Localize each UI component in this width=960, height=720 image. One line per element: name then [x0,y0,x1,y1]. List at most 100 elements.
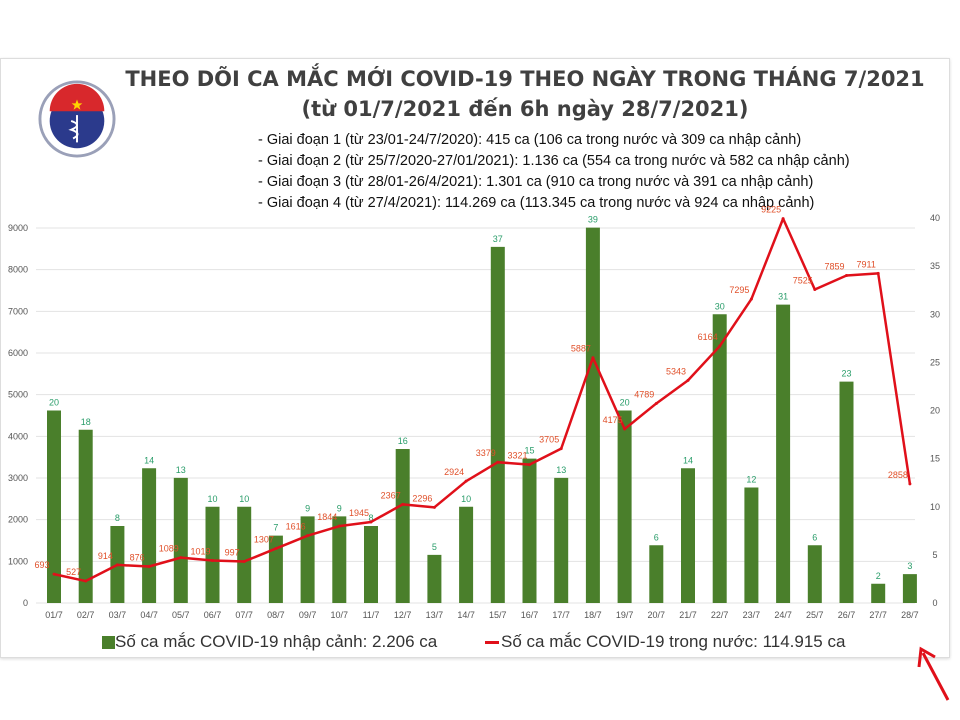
x-axis-tick-label: 16/7 [521,610,539,620]
right-axis-tick-label: 25 [930,357,940,367]
line-data-label: 2924 [444,467,464,477]
bar-data-label: 10 [461,494,471,504]
x-axis-tick-label: 22/7 [711,610,729,620]
line-data-label: 1019 [190,547,210,557]
bar-imported [459,506,474,603]
line-point [718,344,722,348]
left-axis-tick-label: 0 [23,598,28,608]
x-axis-tick-label: 12/7 [394,610,412,620]
line-point [401,502,405,506]
right-axis-tick-label: 5 [932,550,937,560]
line-data-label: 2367 [381,490,401,500]
legend-label-imported: Số ca mắc COVID-19 nhập cảnh: 2.206 ca [115,632,438,651]
line-data-label: 693 [34,560,49,570]
left-axis-tick-label: 5000 [8,390,28,400]
bar-data-label: 2 [876,571,881,581]
chart-card [0,58,950,658]
bar-imported [681,468,695,603]
legend-line-swatch [485,640,499,644]
line-point [242,559,246,563]
line-point [686,378,690,382]
bar-data-label: 6 [654,532,659,542]
bar-data-label: 9 [305,503,310,513]
line-data-label: 997 [225,547,240,557]
x-axis-tick-label: 07/7 [235,610,253,620]
bar-data-label: 18 [81,417,91,427]
line-point [813,287,817,291]
right-axis-tick-label: 40 [930,213,940,223]
left-axis-tick-label: 8000 [8,265,28,275]
line-data-label: 4789 [634,389,654,399]
bar-data-label: 13 [556,465,566,475]
bar-data-label: 10 [207,494,217,504]
line-point [623,427,627,431]
line-point [654,401,658,405]
line-data-label: 1089 [159,544,179,554]
x-axis-tick-label: 17/7 [552,610,570,620]
bar-imported [173,477,188,603]
x-axis-tick-label: 11/7 [363,610,380,620]
x-axis-tick-label: 21/7 [679,610,697,620]
line-point [496,460,500,464]
bar-imported [427,554,442,603]
line-point [876,271,880,275]
bar-data-label: 30 [715,301,725,311]
phase-3: - Giai đoạn 3 (từ 28/01-26/4/2021): 1.30… [258,174,814,190]
bar-data-label: 12 [746,475,756,485]
bar-imported [522,458,537,603]
left-axis-tick-label: 7000 [8,306,28,316]
line-data-label: 876 [130,553,145,563]
red-arrow-annotation [917,646,950,701]
legend-imported: Số ca mắc COVID-19 nhập cảnh: 2.206 ca [102,632,437,652]
line-data-label: 7911 [857,259,876,269]
line-data-label: 2296 [412,493,432,503]
x-axis-tick-label: 09/7 [299,610,317,620]
phase-2: - Giai đoạn 2 (từ 25/7/2020-27/01/2021):… [258,153,850,169]
x-axis-tick-label: 10/7 [331,610,349,620]
x-axis-tick-label: 27/7 [869,610,887,620]
bar-imported [902,574,917,603]
bar-imported [237,506,252,603]
line-data-label: 6164 [698,332,718,342]
bar-imported [617,410,632,603]
x-axis-tick-label: 23/7 [743,610,761,620]
phase-1: - Giai đoạn 1 (từ 23/01-24/7/2020): 415 … [258,132,802,148]
line-data-label: 7295 [729,285,749,295]
line-data-label: 2858 [888,470,908,480]
line-data-label: 527 [66,567,81,577]
bar-data-label: 23 [841,369,851,379]
x-axis-tick-label: 25/7 [806,610,824,620]
x-axis-tick-label: 06/7 [204,610,222,620]
x-axis-tick-label: 18/7 [584,610,602,620]
line-point [369,520,373,524]
line-point [84,579,88,583]
x-axis-tick-label: 24/7 [774,610,792,620]
left-axis-tick-label: 1000 [8,556,28,566]
left-axis-tick-label: 9000 [8,223,28,233]
bar-imported [205,506,220,603]
title-line-1: THEO DÕI CA MẮC MỚI COVID-19 THEO NGÀY T… [125,67,925,91]
legend-label-domestic: Số ca mắc COVID-19 trong nước: 114.915 c… [501,632,846,651]
line-data-label: 9225 [761,205,781,215]
legend-bar-swatch [102,635,115,649]
line-data-label: 3705 [539,435,559,445]
bar-imported [268,535,283,603]
chart-title: THEO DÕI CA MẮC MỚI COVID-19 THEO NGÀY T… [120,64,930,124]
bar-data-label: 14 [144,455,154,465]
x-axis-tick-label: 02/7 [77,610,95,620]
line-data-label: 1945 [349,508,369,518]
bar-imported [490,246,505,603]
right-axis-tick-label: 15 [930,454,940,464]
x-axis-tick-label: 20/7 [648,610,666,620]
x-axis-tick-label: 01/7 [45,610,63,620]
line-point [845,274,848,278]
bar-data-label: 9 [337,503,342,513]
bar-data-label: 10 [239,494,249,504]
bar-data-label: 13 [176,465,186,475]
bar-data-label: 15 [524,446,534,456]
left-axis-tick-label: 3000 [8,473,28,483]
bar-imported [839,381,854,603]
bar-data-label: 39 [588,215,598,225]
line-point [115,563,119,567]
bar-imported [142,468,157,603]
